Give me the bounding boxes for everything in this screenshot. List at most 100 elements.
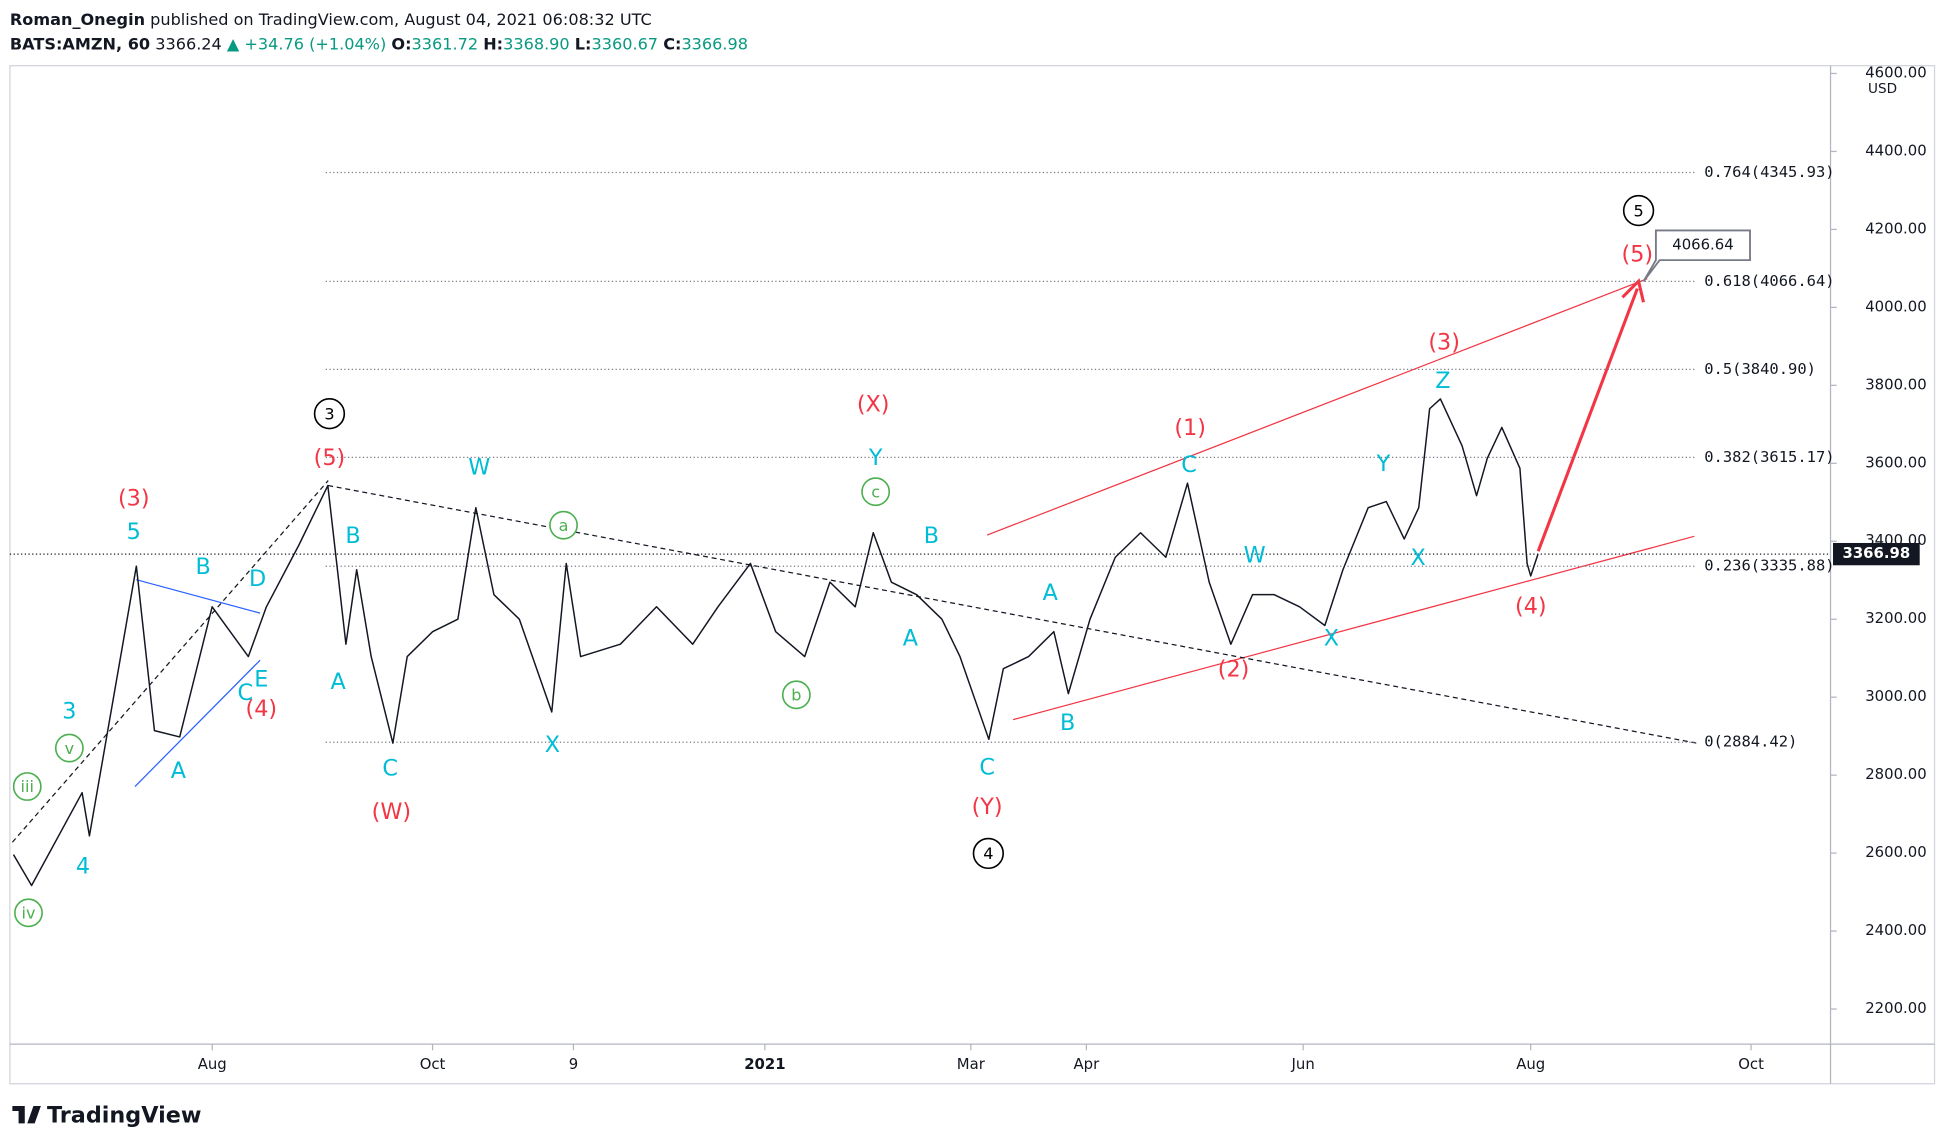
wave-label: (3) bbox=[118, 486, 150, 512]
y-tick-label: 4600.00 bbox=[1865, 63, 1926, 81]
wave-label: 4 bbox=[983, 844, 993, 863]
ohlc-label: C: bbox=[663, 35, 681, 54]
wave-label: (X) bbox=[857, 392, 890, 418]
price-line bbox=[12, 398, 1539, 887]
wave-circle bbox=[313, 398, 346, 430]
y-tick-label: 2200.00 bbox=[1865, 999, 1926, 1017]
wave-circle bbox=[12, 772, 42, 801]
wave-label: (3) bbox=[1428, 330, 1460, 356]
y-tick-label: 3000.00 bbox=[1865, 687, 1926, 705]
wave-label: X bbox=[1324, 626, 1339, 652]
last-price-label: 3366.98 bbox=[1843, 544, 1911, 562]
triangle-upper bbox=[136, 579, 261, 614]
wave-label: A bbox=[330, 669, 346, 695]
change: ▲ +34.76 (+1.04%) bbox=[227, 35, 386, 54]
y-tick-label: 3200.00 bbox=[1865, 609, 1926, 627]
wave-label: a bbox=[559, 516, 569, 535]
channel-lower bbox=[1012, 535, 1695, 721]
target-label: 4066.64 bbox=[1672, 235, 1733, 253]
author: Roman_Onegin bbox=[10, 10, 145, 29]
x-tick-label: 9 bbox=[569, 1055, 578, 1073]
wave-label: (5) bbox=[1622, 242, 1654, 268]
wave-circle bbox=[1622, 194, 1655, 227]
wave-label: v bbox=[65, 739, 75, 758]
x-tick-label: 2021 bbox=[744, 1055, 785, 1073]
wave-label: C bbox=[382, 756, 398, 782]
wave-label: W bbox=[1244, 543, 1266, 569]
last-price-badge bbox=[1833, 542, 1920, 566]
wave-label: (W) bbox=[372, 799, 411, 825]
x-tick-label: Aug bbox=[198, 1055, 227, 1073]
fib-label: 0.618(4066.64) bbox=[1704, 272, 1834, 290]
logo-mark bbox=[12, 1106, 41, 1124]
fib-label: 0(2884.42) bbox=[1704, 733, 1797, 751]
header-line-2: BATS:AMZN, 60 3366.24 ▲ +34.76 (+1.04%) … bbox=[10, 35, 748, 54]
wave-circle bbox=[14, 898, 43, 928]
wave-label: A bbox=[903, 626, 919, 652]
fib-label: 0.382(3615.17) bbox=[1704, 448, 1834, 466]
wave-label: 5 bbox=[127, 519, 141, 545]
y-tick-label: 4400.00 bbox=[1865, 141, 1926, 159]
wave-label: W bbox=[468, 455, 490, 481]
symbol: BATS:AMZN, 60 bbox=[10, 35, 150, 54]
header-line-1: Roman_Onegin published on TradingView.co… bbox=[10, 10, 652, 29]
wave-label: X bbox=[545, 732, 560, 758]
wave-label: 3 bbox=[324, 404, 334, 423]
wave-label: b bbox=[791, 686, 801, 705]
y-tick-label: 3800.00 bbox=[1865, 375, 1926, 393]
wave-circle bbox=[781, 680, 811, 710]
y-tick-label: 3600.00 bbox=[1865, 453, 1926, 471]
x-tick-label: Jun bbox=[1291, 1055, 1315, 1073]
wave-label: (2) bbox=[1218, 657, 1250, 683]
ohlc-label: H: bbox=[483, 35, 503, 54]
y-tick-label: 4000.00 bbox=[1865, 297, 1926, 315]
y-tick-label: 2400.00 bbox=[1865, 921, 1926, 939]
dashed-trend bbox=[11, 480, 329, 843]
wave-label: C bbox=[979, 754, 995, 780]
y-tick-label: 2800.00 bbox=[1865, 765, 1926, 783]
ohlc-label: L: bbox=[575, 35, 592, 54]
drawings bbox=[11, 278, 1697, 843]
wave-label: Y bbox=[1376, 451, 1391, 477]
fib-label: 0.5(3840.90) bbox=[1704, 360, 1816, 378]
wave-label: A bbox=[171, 758, 187, 784]
wave-label: iv bbox=[21, 904, 35, 923]
ohlc-value: 3360.67 bbox=[592, 35, 659, 54]
wave-label: iii bbox=[21, 777, 34, 796]
wave-label: B bbox=[195, 554, 210, 580]
projection-arrow bbox=[1536, 288, 1639, 552]
fib-label: 0.236(3335.88) bbox=[1704, 557, 1834, 575]
wave-label: 4 bbox=[76, 854, 90, 880]
wave-label: B bbox=[1060, 710, 1075, 736]
wave-label: E bbox=[254, 666, 268, 692]
frame bbox=[9, 65, 1936, 1085]
published: published on TradingView.com, August 04,… bbox=[150, 10, 652, 29]
wave-circle bbox=[54, 733, 84, 763]
wave-label: C bbox=[237, 680, 253, 706]
wave-label: D bbox=[249, 566, 266, 592]
wave-circle bbox=[861, 477, 891, 507]
wave-label: 5 bbox=[1633, 201, 1643, 220]
target-callout bbox=[1642, 229, 1751, 282]
wave-circle bbox=[972, 837, 1005, 870]
channel-upper bbox=[986, 278, 1648, 536]
currency-label: USD bbox=[1868, 81, 1897, 97]
y-tick-label: 4200.00 bbox=[1865, 219, 1926, 237]
x-tick-label: Aug bbox=[1516, 1055, 1545, 1073]
triangle-lower bbox=[134, 659, 261, 787]
wave-label: C bbox=[1181, 452, 1197, 478]
last: 3366.24 bbox=[155, 35, 222, 54]
ohlc-value: 3368.90 bbox=[503, 35, 570, 54]
wave-label: X bbox=[1410, 545, 1425, 571]
fib-label: 0.764(4345.93) bbox=[1704, 163, 1834, 181]
x-tick-label: Oct bbox=[420, 1055, 446, 1073]
wave-label: c bbox=[871, 482, 880, 501]
logo-text: TradingView bbox=[47, 1102, 201, 1128]
wave-label: (5) bbox=[314, 445, 346, 471]
x-tick-label: Apr bbox=[1074, 1055, 1101, 1073]
wave-label: A bbox=[1043, 580, 1059, 606]
x-tick-label: Oct bbox=[1738, 1055, 1764, 1073]
